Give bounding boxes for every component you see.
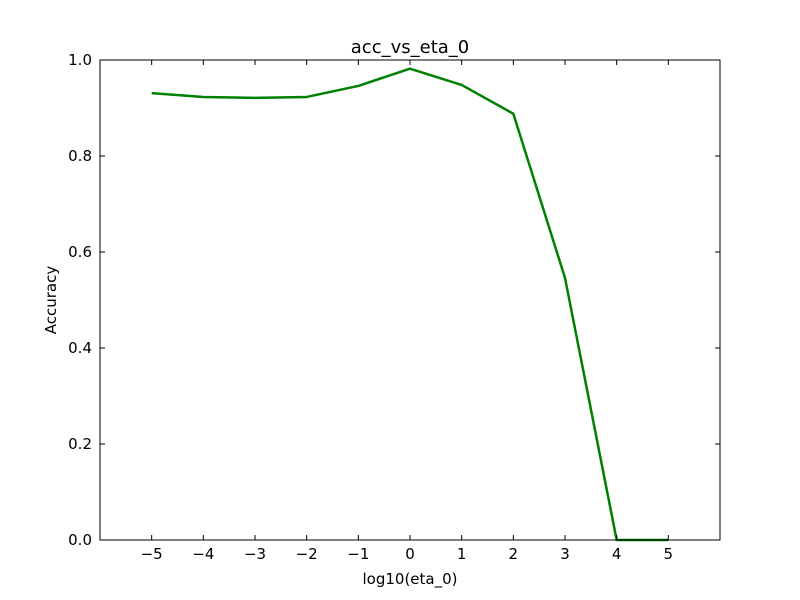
plot-area: [99, 59, 721, 542]
x-tick-label: 5: [664, 545, 674, 563]
y-tick-label: 0.2: [68, 435, 92, 453]
x-tick-label: −5: [141, 545, 163, 563]
y-tick-label: 0.8: [68, 147, 92, 165]
y-axis-label: Accuracy: [42, 266, 60, 335]
y-tick-label: 0.0: [68, 531, 92, 549]
x-tick-label: 4: [612, 545, 622, 563]
y-tick-label: 0.6: [68, 243, 92, 261]
x-tick-label: −3: [244, 545, 266, 563]
x-tick-label: 2: [509, 545, 519, 563]
x-tick-label: −4: [192, 545, 214, 563]
plot-frame: [99, 59, 721, 541]
x-tick-label: −2: [296, 545, 318, 563]
chart-title: acc_vs_eta_0: [351, 37, 469, 58]
x-tick-label: 1: [457, 545, 467, 563]
y-tick-label: 0.4: [68, 339, 92, 357]
x-tick-label: 0: [405, 545, 415, 563]
x-axis: −5 −4 −3 −2 −1 0 1 2 3 4 5: [141, 60, 674, 563]
x-tick-label: 3: [560, 545, 570, 563]
y-tick-label: 1.0: [68, 51, 92, 69]
x-tick-label: −1: [347, 545, 369, 563]
series-line-0: [151, 67, 669, 542]
y-axis: 0.0 0.2 0.4 0.6 0.8 1.0: [68, 51, 720, 549]
x-axis-label: log10(eta_0): [362, 570, 457, 589]
